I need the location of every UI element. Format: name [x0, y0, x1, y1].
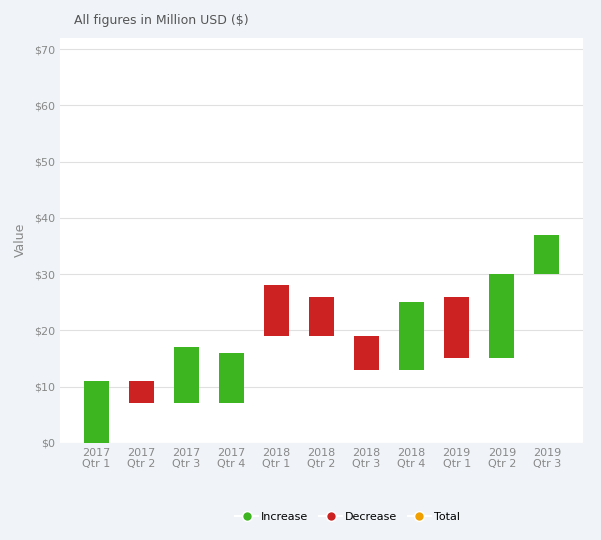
Bar	[534, 235, 559, 274]
Bar	[354, 336, 379, 370]
Text: All figures in Million USD ($): All figures in Million USD ($)	[74, 14, 248, 26]
Bar	[264, 285, 289, 336]
Bar	[309, 296, 334, 336]
Legend: Increase, Decrease, Total: Increase, Decrease, Total	[231, 508, 465, 526]
Bar	[174, 347, 199, 403]
Bar	[129, 381, 154, 403]
Bar	[219, 353, 244, 403]
Bar	[399, 302, 424, 370]
Bar	[444, 296, 469, 359]
Bar	[489, 274, 514, 359]
Bar	[84, 381, 109, 443]
Y-axis label: Value: Value	[14, 223, 27, 258]
